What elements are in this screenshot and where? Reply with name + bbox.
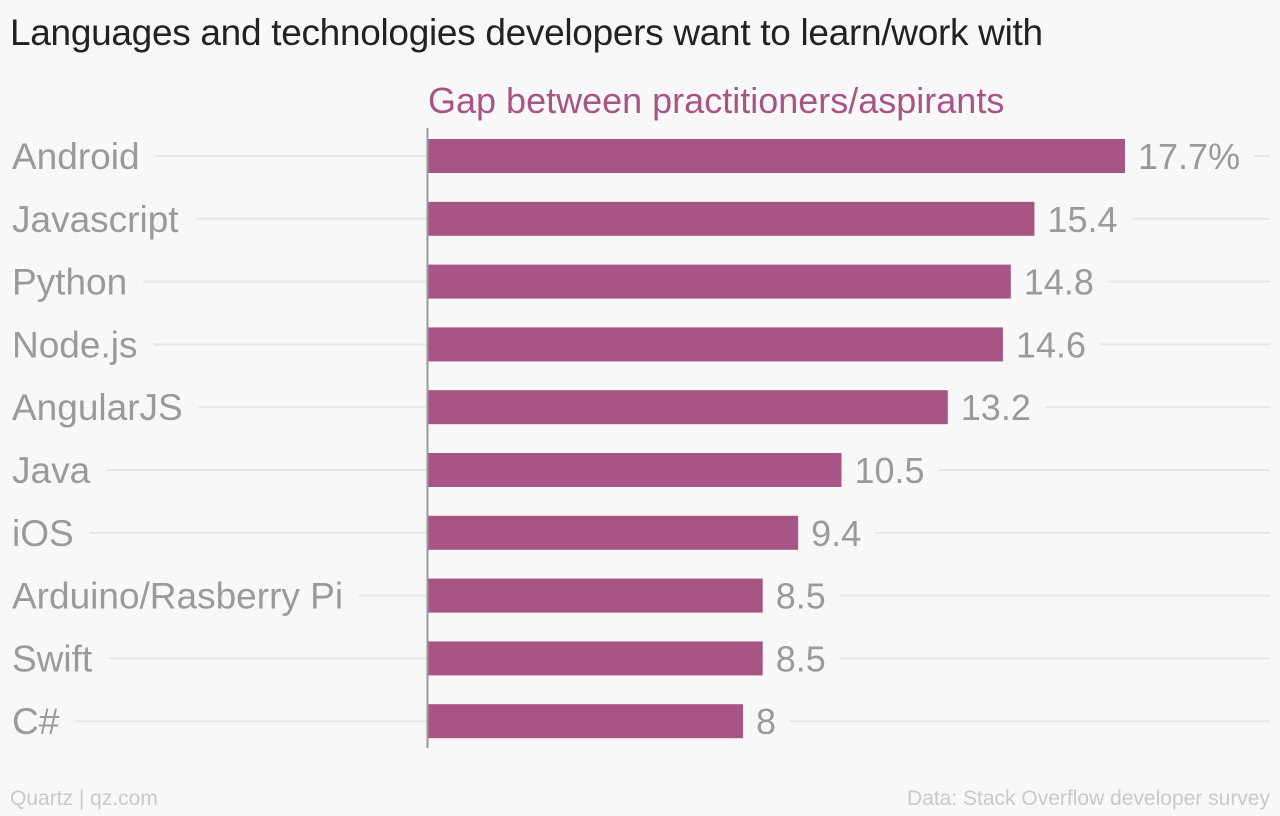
bar [428,704,744,739]
value-label-mask [842,467,939,473]
value-label: 8 [756,701,776,742]
bars [428,139,1125,739]
category-label: Java [12,450,91,491]
series-title: Gap between practitioners/aspirants [428,80,1004,121]
category-label: iOS [12,513,74,554]
category-label-mask [10,153,156,159]
chart-title: Languages and technologies developers wa… [10,12,1043,53]
source-credit: Quartz | qz.com [10,787,158,810]
value-label-mask [763,592,840,599]
bar [428,515,799,550]
value-label-mask [799,529,876,536]
gridlines [10,155,1270,723]
value-label-mask [763,655,840,662]
category-label: Android [12,136,140,177]
value-label-mask [1126,153,1255,159]
value-label: 10.5 [854,450,924,491]
category-label: Javascript [12,199,179,240]
value-label-mask [1011,278,1108,285]
category-label-mask [10,592,360,599]
value-label: 8.5 [776,638,826,679]
value-label: 8.5 [776,576,826,617]
category-label-mask [10,215,196,222]
category-label-mask [10,655,109,662]
bar [428,327,1003,362]
bar [428,264,1011,299]
category-label-mask [10,529,90,536]
value-label: 17.7% [1138,136,1240,177]
category-label: Swift [12,638,93,679]
bar [428,139,1125,173]
bar-chart: Gap between practitioners/aspirants Andr… [10,80,1270,748]
labels: Android 17.7% Javascript 15.4 Python 14.8 Node… [10,136,1255,742]
category-label-mask [10,404,199,411]
value-label-mask [744,718,791,725]
bar [428,578,763,613]
bar [428,201,1035,236]
value-label: 9.4 [811,513,861,554]
bar [428,390,948,425]
category-label: Node.js [12,324,137,365]
category-label: Arduino/Rasberry Pi [12,576,343,617]
category-label-mask [10,467,107,473]
category-label: AngularJS [12,387,183,428]
category-label-mask [10,718,76,725]
value-label-mask [1035,215,1132,222]
bar [428,641,763,676]
value-label: 14.6 [1016,324,1086,365]
category-label-mask [10,341,154,348]
value-label-mask [948,404,1045,411]
value-label-mask [1003,341,1101,348]
value-label: 15.4 [1047,199,1117,240]
data-source: Data: Stack Overflow developer survey [907,787,1270,810]
category-label: C# [12,701,60,742]
category-label-mask [10,278,144,285]
value-label: 14.8 [1024,262,1094,303]
value-label: 13.2 [961,387,1031,428]
bar [428,453,842,487]
category-label: Python [12,262,127,303]
